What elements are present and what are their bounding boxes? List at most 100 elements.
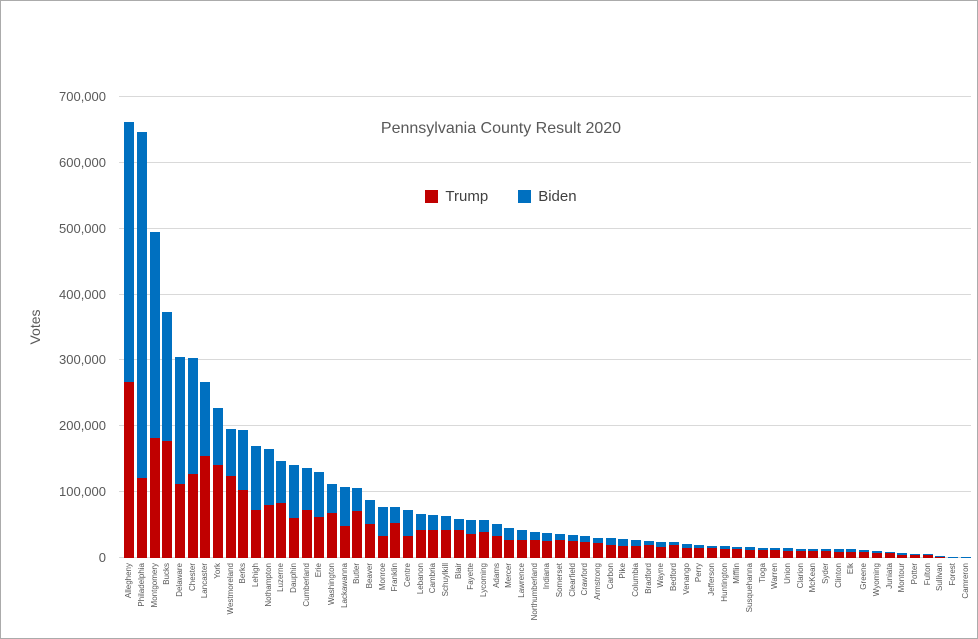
bar-biden-segment: [428, 514, 439, 530]
x-axis-label: Lycoming: [479, 563, 489, 597]
bar-biden-segment: [251, 446, 261, 510]
x-axis-label: Fayette: [466, 563, 476, 590]
bar-trump-segment: [174, 484, 185, 558]
x-axis-label: Lehigh: [251, 563, 260, 588]
bar-biden-segment: [593, 537, 604, 543]
gridline: [119, 425, 971, 427]
x-axis-label: Clearfield: [567, 563, 577, 597]
bar-biden-segment: [694, 544, 705, 548]
x-axis-label: Lebanon: [415, 563, 425, 595]
x-axis-label: Potter: [909, 563, 919, 585]
x-axis-label: Philadelphia: [136, 563, 146, 607]
x-axis-label: Lawrence: [517, 563, 527, 598]
bar-biden-segment: [757, 547, 768, 551]
bar-biden-segment: [200, 381, 211, 456]
x-axis-label: Warren: [770, 563, 780, 589]
bar-biden-segment: [732, 547, 743, 550]
x-axis-label: Westmoreland: [225, 563, 235, 615]
bar-trump-segment: [149, 438, 160, 558]
bar-trump-segment: [415, 530, 426, 558]
bar-trump-segment: [377, 535, 388, 558]
bar-biden-segment: [897, 552, 908, 555]
bar-trump-segment: [884, 553, 895, 558]
x-axis-label: Washington: [327, 563, 337, 605]
x-axis-label: Perry: [694, 563, 704, 583]
gridline: [119, 227, 971, 229]
bar-trump-segment: [200, 455, 211, 558]
bar-trump-segment: [960, 557, 971, 558]
bar-trump-segment: [479, 531, 490, 558]
x-axis-label: Juniata: [884, 563, 894, 589]
x-axis-label: Susquehanna: [745, 563, 755, 613]
bar-biden-segment: [555, 534, 566, 541]
bar-trump-segment: [909, 554, 920, 558]
x-axis-label: York: [212, 563, 222, 579]
bar-biden-segment: [871, 550, 882, 553]
bar-biden-segment: [466, 519, 477, 535]
bar-trump-segment: [276, 503, 287, 558]
bar-biden-segment: [162, 311, 173, 441]
bar-trump-segment: [251, 509, 261, 558]
bar-biden-segment: [707, 545, 718, 548]
y-tick-label: 200,000: [59, 418, 106, 434]
bar-trump-segment: [567, 540, 578, 558]
bar-trump-segment: [263, 505, 274, 558]
bar-trump-segment: [504, 539, 515, 558]
bar-biden-segment: [542, 533, 553, 541]
x-axis-label: Cambria: [428, 563, 438, 594]
x-axis-label: Armstrong: [593, 563, 603, 600]
bar-biden-segment: [263, 449, 274, 506]
bar-trump-segment: [517, 539, 528, 558]
bar-biden-segment: [719, 546, 730, 550]
x-axis-label: Monroe: [377, 563, 387, 591]
legend-item-trump: Trump: [425, 188, 488, 205]
bar-biden-segment: [909, 554, 920, 555]
bar-trump-segment: [694, 547, 705, 558]
y-tick-label: 700,000: [59, 89, 106, 104]
bar-biden-segment: [504, 527, 515, 540]
x-axis-label: Wayne: [656, 563, 666, 588]
bar-biden-segment: [643, 540, 654, 546]
x-axis-label: Dauphin: [289, 563, 298, 593]
bar-biden-segment: [314, 472, 325, 518]
bar-biden-segment: [479, 520, 490, 532]
x-axis-label: Mercer: [504, 563, 514, 588]
y-tick-label: 600,000: [59, 154, 106, 170]
y-tick-label: 500,000: [59, 220, 106, 236]
bar-biden-segment: [580, 535, 591, 542]
bar-trump-segment: [707, 547, 718, 558]
bar-trump-segment: [441, 530, 452, 558]
bar-biden-segment: [289, 465, 299, 518]
bar-biden-segment: [390, 506, 401, 523]
bar-trump-segment: [403, 535, 414, 558]
bar-biden-segment: [681, 544, 692, 548]
bar-biden-segment: [377, 506, 388, 536]
x-axis-label: Cumberland: [301, 563, 311, 607]
bar-biden-segment: [352, 488, 363, 512]
bar-biden-segment: [174, 356, 185, 485]
y-tick-label: 400,000: [59, 286, 106, 302]
x-axis-label: Mifflin: [732, 563, 742, 584]
bar-trump-segment: [605, 545, 616, 558]
x-axis-label: Camreron: [960, 563, 970, 599]
bar-trump-segment: [466, 534, 477, 558]
x-axis-label: Greene: [859, 563, 869, 590]
bar-trump-segment: [783, 551, 794, 558]
x-axis-label: Columbia: [631, 563, 641, 597]
bar-trump-segment: [124, 382, 135, 558]
bar-trump-segment: [365, 523, 376, 558]
bar-trump-segment: [593, 542, 604, 558]
bar-trump-segment: [225, 475, 236, 558]
bar-trump-segment: [428, 529, 439, 558]
legend: Trump Biden: [301, 188, 701, 205]
bar-trump-segment: [618, 546, 629, 558]
bar-biden-segment: [669, 542, 680, 545]
bar-trump-segment: [871, 552, 882, 558]
x-axis-label: Allegheny: [124, 563, 134, 599]
x-axis-label: Jefferson: [707, 563, 717, 596]
bar-trump-segment: [301, 509, 312, 558]
bar-trump-segment: [922, 554, 933, 558]
bar-trump-segment: [643, 545, 654, 558]
bar-trump-segment: [833, 551, 844, 558]
bar-trump-segment: [289, 517, 299, 558]
